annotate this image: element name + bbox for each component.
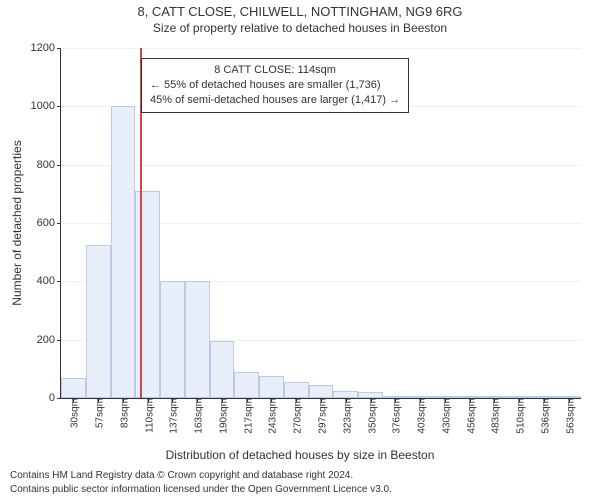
annotation-line3: 45% of semi-detached houses are larger (… <box>150 93 400 108</box>
chart-title-line2: Size of property relative to detached ho… <box>0 21 600 35</box>
xtick-label: 350sqm <box>363 398 378 434</box>
xtick-label: 510sqm <box>512 398 527 434</box>
xtick-label: 163sqm <box>190 398 205 434</box>
plot-area: 02004006008001000120030sqm57sqm83sqm110s… <box>60 48 581 399</box>
histogram-bar <box>284 382 309 398</box>
footer-line1: Contains HM Land Registry data © Crown c… <box>10 470 590 481</box>
ytick-label: 200 <box>37 334 61 346</box>
xtick-label: 403sqm <box>413 398 428 434</box>
xtick-label: 190sqm <box>214 398 229 434</box>
xtick-label: 323sqm <box>338 398 353 434</box>
histogram-bar <box>160 281 185 398</box>
annotation-line1: 8 CATT CLOSE: 114sqm <box>150 63 400 78</box>
histogram-bar <box>185 281 210 398</box>
xtick-label: 536sqm <box>536 398 551 434</box>
histogram-bar <box>86 245 111 398</box>
ytick-label: 600 <box>37 217 61 229</box>
xtick-label: 217sqm <box>239 398 254 434</box>
histogram-bar <box>61 378 86 398</box>
ytick-label: 1000 <box>31 100 61 112</box>
xtick-label: 297sqm <box>314 398 329 434</box>
annotation-box: 8 CATT CLOSE: 114sqm ← 55% of detached h… <box>141 58 409 113</box>
histogram-bar <box>135 191 160 398</box>
ytick-label: 0 <box>49 392 61 404</box>
gridline <box>61 48 581 49</box>
histogram-bar <box>259 376 284 398</box>
xtick-label: 483sqm <box>487 398 502 434</box>
histogram-bar <box>210 341 235 398</box>
histogram-bar <box>111 106 136 398</box>
chart-container: 8, CATT CLOSE, CHILWELL, NOTTINGHAM, NG9… <box>0 0 600 500</box>
ytick-label: 1200 <box>31 42 61 54</box>
annotation-line2: ← 55% of detached houses are smaller (1,… <box>150 78 400 93</box>
xtick-label: 110sqm <box>140 398 155 433</box>
xtick-label: 243sqm <box>264 398 279 434</box>
ytick-label: 400 <box>37 275 61 287</box>
chart-title-line1: 8, CATT CLOSE, CHILWELL, NOTTINGHAM, NG9… <box>0 4 600 19</box>
gridline <box>61 165 581 166</box>
footer-line2: Contains public sector information licen… <box>10 484 590 495</box>
y-axis-label: Number of detached properties <box>10 140 24 305</box>
x-axis-label: Distribution of detached houses by size … <box>0 448 600 462</box>
xtick-label: 137sqm <box>165 398 180 434</box>
xtick-label: 57sqm <box>91 398 106 428</box>
histogram-bar <box>234 372 259 398</box>
xtick-label: 563sqm <box>561 398 576 434</box>
xtick-label: 30sqm <box>66 398 81 428</box>
histogram-bar <box>333 391 358 398</box>
xtick-label: 270sqm <box>289 398 304 434</box>
ytick-label: 800 <box>37 159 61 171</box>
xtick-label: 456sqm <box>462 398 477 434</box>
xtick-label: 430sqm <box>437 398 452 434</box>
xtick-label: 376sqm <box>388 398 403 434</box>
histogram-bar <box>309 385 334 398</box>
xtick-label: 83sqm <box>115 398 130 428</box>
